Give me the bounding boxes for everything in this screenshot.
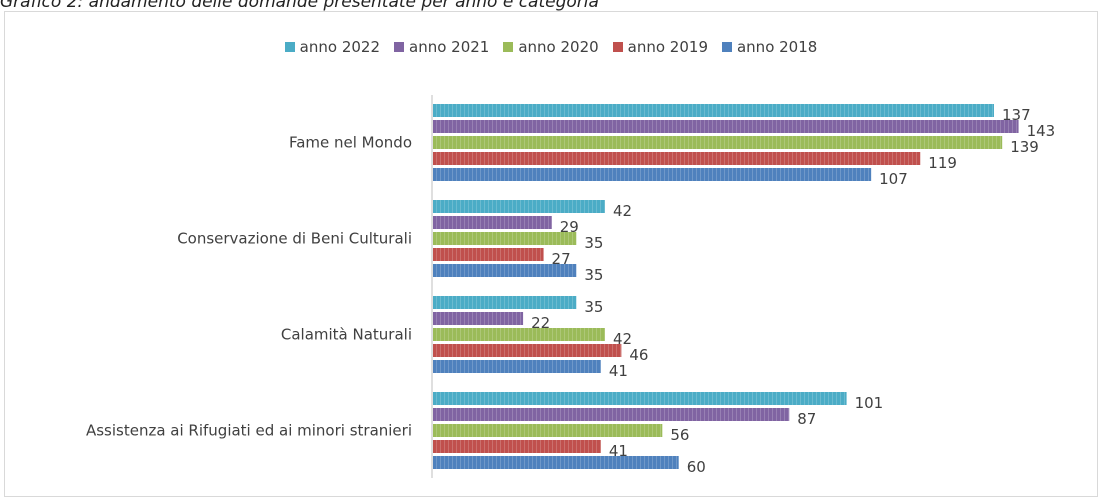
category-label: Conservazione di Beni Culturali xyxy=(177,230,412,248)
data-label: 56 xyxy=(670,426,689,444)
legend-label: anno 2021 xyxy=(409,38,490,56)
data-label: 42 xyxy=(613,330,632,348)
data-label: 42 xyxy=(613,202,632,220)
data-label: 27 xyxy=(552,250,571,268)
legend-label: anno 2020 xyxy=(518,38,599,56)
data-label: 101 xyxy=(855,394,884,412)
legend-swatch xyxy=(394,42,404,52)
category-label: Calamità Naturali xyxy=(281,326,412,344)
figure-caption: Grafico 2: andamento delle domande prese… xyxy=(0,0,599,12)
data-label: 41 xyxy=(609,362,628,380)
legend-item: anno 2022 xyxy=(284,38,380,56)
data-label: 60 xyxy=(687,458,706,476)
data-label: 46 xyxy=(629,346,648,364)
bar xyxy=(433,296,577,309)
data-label: 41 xyxy=(609,442,628,460)
bar xyxy=(433,344,622,357)
bar xyxy=(433,392,847,405)
legend-swatch xyxy=(503,42,514,52)
legend-label: anno 2018 xyxy=(736,38,818,56)
legend-label: anno 2022 xyxy=(299,38,380,56)
legend-swatch xyxy=(721,42,732,52)
chart-legend: anno 2022 anno 2021 anno 2020 anno 2019 anno… xyxy=(0,36,1102,58)
bar xyxy=(433,200,605,213)
bar xyxy=(433,264,577,277)
bar xyxy=(433,424,663,437)
bar xyxy=(433,440,601,453)
bar xyxy=(433,360,601,373)
bar xyxy=(433,248,544,261)
legend-item: anno 2020 xyxy=(503,38,599,56)
data-label: 22 xyxy=(531,314,550,332)
data-label: 143 xyxy=(1027,122,1056,140)
bar xyxy=(433,104,994,117)
legend-swatch xyxy=(612,42,623,52)
legend-item: anno 2019 xyxy=(612,38,708,56)
category-label: Fame nel Mondo xyxy=(289,134,412,152)
data-label: 139 xyxy=(1010,138,1039,156)
bar xyxy=(433,152,921,165)
bar xyxy=(433,328,605,341)
data-label: 137 xyxy=(1002,106,1031,124)
bar xyxy=(433,312,524,325)
bar xyxy=(433,168,872,181)
bar xyxy=(433,216,552,229)
bar xyxy=(433,456,679,469)
data-label: 35 xyxy=(584,298,603,316)
data-label: 35 xyxy=(584,234,603,252)
bar xyxy=(433,408,790,421)
bar xyxy=(433,120,1019,133)
data-label: 87 xyxy=(797,410,816,428)
legend-item: anno 2018 xyxy=(721,38,818,56)
legend-swatch xyxy=(284,42,295,52)
category-label: Assistenza ai Rifugiati ed ai minori str… xyxy=(86,422,412,440)
bar xyxy=(433,136,1003,149)
data-label: 119 xyxy=(928,154,957,172)
data-label: 29 xyxy=(560,218,579,236)
data-label: 35 xyxy=(584,266,603,284)
data-label: 107 xyxy=(879,170,908,188)
legend-label: anno 2019 xyxy=(627,38,708,56)
bar xyxy=(433,232,577,245)
legend-item: anno 2021 xyxy=(394,38,489,56)
